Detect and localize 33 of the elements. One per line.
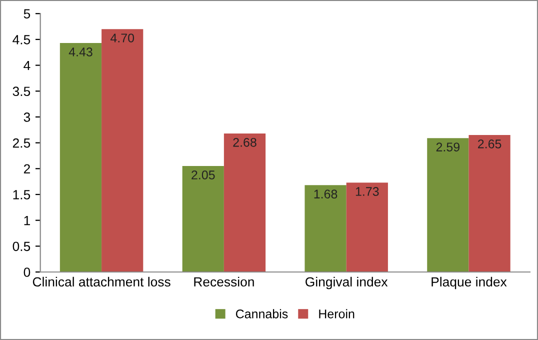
x-tick-label: Recession (194, 276, 254, 287)
bar (60, 43, 102, 272)
legend-label: Cannabis (236, 309, 288, 318)
x-tick-label: Clinical attachment loss (32, 276, 170, 287)
legend-label: Heroin (319, 309, 354, 318)
y-tick-label: 0.5 (12, 242, 30, 252)
data-label: 2.05 (192, 170, 215, 180)
y-tick-label: 3.5 (12, 86, 30, 96)
bar (346, 182, 388, 272)
y-tick-label: 1 (24, 216, 30, 226)
y-tick-label: 1.5 (13, 190, 30, 200)
data-label: 2.59 (436, 142, 460, 152)
bar (427, 138, 469, 272)
data-label: 1.73 (356, 187, 379, 196)
y-tick-label: 2 (24, 164, 30, 174)
bar (102, 29, 144, 272)
y-tick-label: 2.5 (12, 138, 30, 148)
y-tick-label: 0 (24, 268, 30, 277)
bar (304, 185, 346, 272)
data-label: 2.68 (233, 138, 256, 147)
bar (468, 135, 510, 272)
y-tick-label: 4.5 (12, 35, 30, 44)
bar (182, 166, 224, 272)
data-label: 2.65 (478, 140, 502, 148)
data-label: 4.43 (68, 48, 92, 56)
y-tick-label: 5 (24, 9, 30, 19)
y-tick-label: 4 (24, 60, 30, 70)
x-tick-label: Plaque index (432, 276, 507, 290)
data-label: 1.68 (314, 190, 338, 198)
bar (224, 134, 266, 272)
y-tick-label: 3 (24, 112, 30, 122)
data-label: 4.70 (110, 34, 134, 42)
x-tick-label: Gingival index (306, 276, 388, 290)
